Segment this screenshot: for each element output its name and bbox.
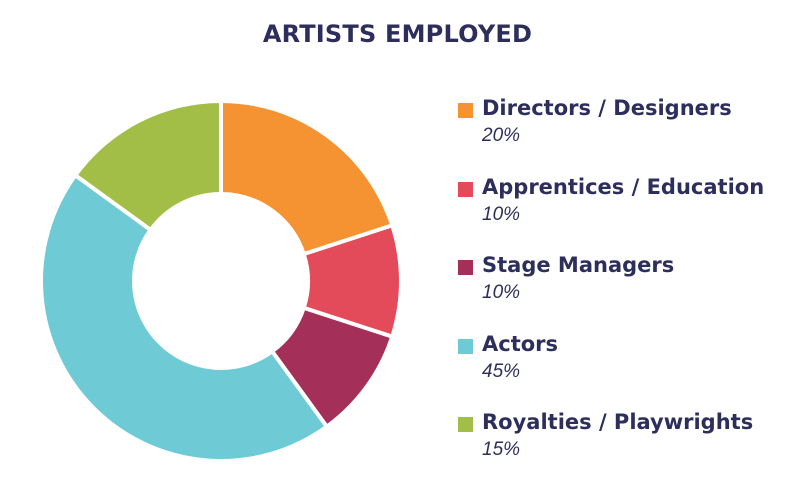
legend-item-apprentices-education: Apprentices / Education 10% bbox=[458, 175, 793, 254]
legend-label: Royalties / Playwrights bbox=[482, 410, 754, 434]
donut-slice-royalties-playwrights bbox=[73, 99, 223, 232]
legend-swatch bbox=[458, 417, 473, 432]
legend-swatch bbox=[458, 103, 473, 118]
legend-item-stage-managers: Stage Managers 10% bbox=[458, 253, 793, 332]
legend-label: Stage Managers bbox=[482, 253, 675, 277]
legend-label: Actors bbox=[482, 331, 559, 356]
legend-value: 20% bbox=[482, 125, 521, 146]
chart-title: ARTISTS EMPLOYED bbox=[262, 20, 533, 48]
donut-slice-directors-designers bbox=[219, 99, 395, 257]
legend-item-directors-designers: Directors / Designers 20% bbox=[458, 96, 793, 175]
legend-swatch bbox=[458, 181, 473, 197]
legend-value: 10% bbox=[482, 282, 521, 303]
legend-item-actors: Actors 45% bbox=[458, 332, 793, 411]
legend-value: 45% bbox=[482, 360, 521, 382]
legend-value: 15% bbox=[482, 439, 521, 460]
legend-swatch bbox=[458, 338, 473, 354]
legend-swatch bbox=[458, 260, 473, 275]
legend-label: Directors / Designers bbox=[482, 96, 732, 120]
donut-chart bbox=[39, 99, 403, 463]
legend-item-royalties-playwrights: Royalties / Playwrights 15% bbox=[458, 410, 793, 489]
legend-label: Apprentices / Education bbox=[482, 174, 765, 199]
donut-slice-actors bbox=[39, 173, 329, 463]
chart-legend: Directors / Designers 20% Apprentices / … bbox=[458, 96, 793, 489]
legend-value: 10% bbox=[482, 203, 521, 225]
